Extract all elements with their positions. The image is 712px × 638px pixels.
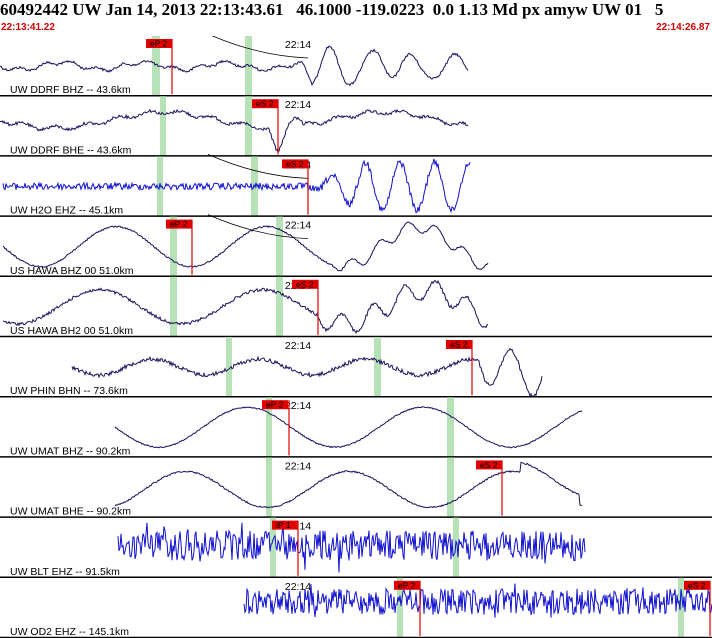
channel-label: US HAWA BHZ 00 51.0km xyxy=(10,265,134,277)
phase-pick-label: eP 2 xyxy=(150,39,168,49)
phase-pick-flag[interactable] xyxy=(476,460,502,470)
coda-window xyxy=(397,577,403,638)
phase-pick-label: eS 2 xyxy=(450,340,468,350)
event-header: 60492442 UW Jan 14, 2013 22:13:43.61 46.… xyxy=(0,0,664,19)
waveform-trace[interactable] xyxy=(243,583,712,618)
coda-window xyxy=(453,517,459,578)
channel-label: UW DDRF BHE -- 43.6km xyxy=(10,144,132,156)
window-end-time: 22:14:26.87 xyxy=(656,22,710,33)
waveform-trace[interactable] xyxy=(0,108,469,153)
coda-window xyxy=(266,397,272,458)
minute-tick-label: 22:14 xyxy=(285,220,311,232)
channel-row[interactable]: 22:14 eS 2 UW DDRF BHE -- 43.6km xyxy=(0,96,712,157)
phase-pick-flag[interactable] xyxy=(146,39,172,48)
coda-window xyxy=(170,216,177,277)
coda-window xyxy=(447,397,454,458)
channel-row[interactable]: 22:14 eP 2 UW DDRF BHZ -- 43.6km xyxy=(0,36,712,97)
phase-pick-flag[interactable] xyxy=(262,400,288,410)
minute-tick-label: 22:14 xyxy=(285,340,311,352)
channel-row[interactable]: 22:14 eP 2 eS 2 UW OD2 EHZ -- 145.1km xyxy=(0,577,712,638)
coda-window xyxy=(152,36,160,97)
waveform-trace[interactable] xyxy=(0,45,469,87)
minute-tick-label: 22:14 xyxy=(285,581,311,593)
phase-pick-label: eP 2 xyxy=(170,219,188,229)
coda-window xyxy=(226,337,232,398)
coda-window xyxy=(276,276,283,337)
minute-tick-label: 22:14 xyxy=(285,39,311,51)
coda-window xyxy=(170,276,177,337)
phase-pick-flag[interactable] xyxy=(272,520,298,530)
coda-window xyxy=(266,457,272,518)
minute-tick-label: 22:14 xyxy=(285,460,311,472)
coda-window xyxy=(276,216,283,277)
phase-pick-flag[interactable] xyxy=(394,580,420,590)
coda-window xyxy=(245,96,252,157)
channel-row[interactable]: 22:14iP 1UW BLT EHZ -- 91.5km xyxy=(0,517,712,579)
phase-pick-label: eP 2 xyxy=(398,580,416,590)
waveform-trace[interactable] xyxy=(2,279,489,334)
waveform-trace[interactable] xyxy=(117,522,586,573)
channel-label: UW BLT EHZ -- 91.5km xyxy=(10,566,120,578)
coda-fit-curve xyxy=(211,36,309,59)
channel-label: US HAWA BH2 00 51.0km xyxy=(10,325,133,337)
waveform-trace[interactable] xyxy=(2,221,489,272)
minute-tick-label: 22:14 xyxy=(285,400,311,412)
channel-label: UW H2O EHZ -- 45.1km xyxy=(10,205,123,217)
coda-fit-curve xyxy=(207,214,309,239)
coda-window xyxy=(157,156,163,217)
coda-window xyxy=(374,337,381,398)
window-start-time: 22:13:41.22 xyxy=(1,22,55,33)
phase-pick-label: iP 1 xyxy=(276,520,291,530)
phase-pick-flag[interactable] xyxy=(282,159,308,169)
channel-row[interactable]: 22:14 eP 2 US HAWA BHZ 00 51.0km xyxy=(0,214,712,278)
phase-pick-flag[interactable] xyxy=(166,219,192,229)
coda-fit-curve xyxy=(207,154,309,179)
channel-label: UW PHIN BHN -- 73.6km xyxy=(10,385,128,397)
channel-row[interactable]: 22:14 eS 2 UW UMAT BHE -- 90.2km xyxy=(0,457,712,518)
phase-pick-flag[interactable] xyxy=(252,99,278,109)
phase-pick-label: eS 2 xyxy=(480,460,498,470)
phase-pick-label: eS 2 xyxy=(256,99,274,109)
waveform-trace[interactable] xyxy=(114,406,583,449)
coda-window xyxy=(270,517,276,578)
coda-window xyxy=(160,96,166,157)
phase-pick-label: eP 2 xyxy=(266,400,284,410)
phase-pick-label: eS 2 xyxy=(286,159,304,169)
waveform-trace[interactable] xyxy=(71,347,543,398)
minute-tick-label: 22:14 xyxy=(285,99,311,111)
channel-label: UW OD2 EHZ -- 145.1km xyxy=(10,626,129,638)
channel-label: UW DDRF BHZ -- 43.6km xyxy=(10,84,131,96)
channel-label: UW UMAT BHE -- 90.2km xyxy=(10,506,131,518)
channel-label: UW UMAT BHZ -- 90.2km xyxy=(10,445,131,457)
coda-window xyxy=(678,577,684,638)
coda-window xyxy=(447,457,454,518)
channel-row[interactable]: 22:14 eS 2 UW PHIN BHN -- 73.6km xyxy=(0,337,712,398)
phase-pick-label: eS 2 xyxy=(688,580,706,590)
phase-pick-flag[interactable] xyxy=(446,340,472,349)
waveform-trace[interactable] xyxy=(2,158,471,214)
phase-pick-flag[interactable] xyxy=(292,279,318,289)
phase-pick-flag[interactable] xyxy=(684,580,710,590)
waveform-trace[interactable] xyxy=(114,461,583,509)
phase-pick-label: eS 2 xyxy=(296,279,314,289)
